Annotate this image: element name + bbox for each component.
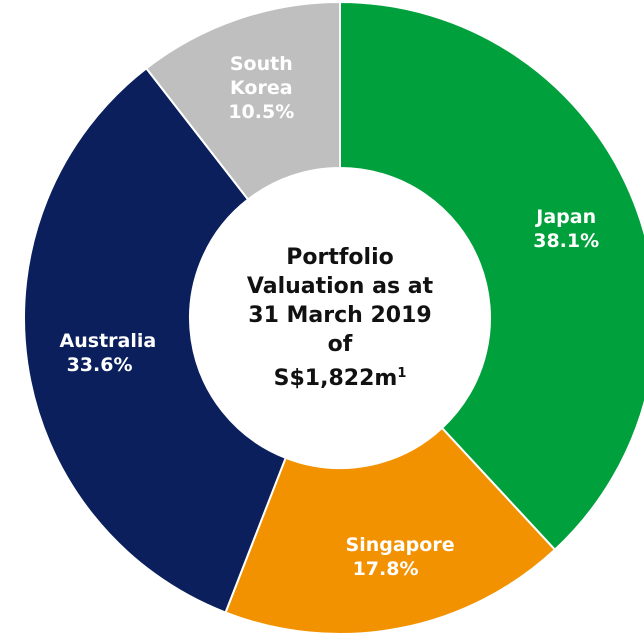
donut-segment xyxy=(23,66,287,614)
category-label: Japan xyxy=(536,206,597,229)
center-line: of xyxy=(327,331,353,357)
donut-segment xyxy=(144,0,341,201)
center-line: S$1,822m1 xyxy=(273,365,407,392)
segment-label: South Korea 10.5% xyxy=(201,52,321,124)
value-label: 10.5% xyxy=(228,101,295,124)
segment-label: Japan 38.1% xyxy=(506,205,626,253)
segment-label: Singapore 17.8% xyxy=(326,533,455,581)
value-label: 17.8% xyxy=(352,557,419,580)
footnote-marker: 1 xyxy=(397,365,407,381)
center-line: 31 March 2019 xyxy=(248,302,432,328)
category-label: Australia xyxy=(59,329,157,352)
center-text: Portfolio Valuation as at 31 March 2019 of S… xyxy=(190,243,490,393)
category-label: Singapore xyxy=(345,533,455,556)
value-label: 33.6% xyxy=(66,353,133,376)
segment-label: Australia 33.6% xyxy=(40,329,160,377)
donut-segment xyxy=(224,426,557,635)
value-label: 38.1% xyxy=(533,230,600,253)
center-line: Valuation as at xyxy=(246,273,434,299)
category-label: South Korea xyxy=(229,53,293,100)
center-line: Portfolio xyxy=(286,244,394,270)
donut-segment xyxy=(339,0,644,552)
